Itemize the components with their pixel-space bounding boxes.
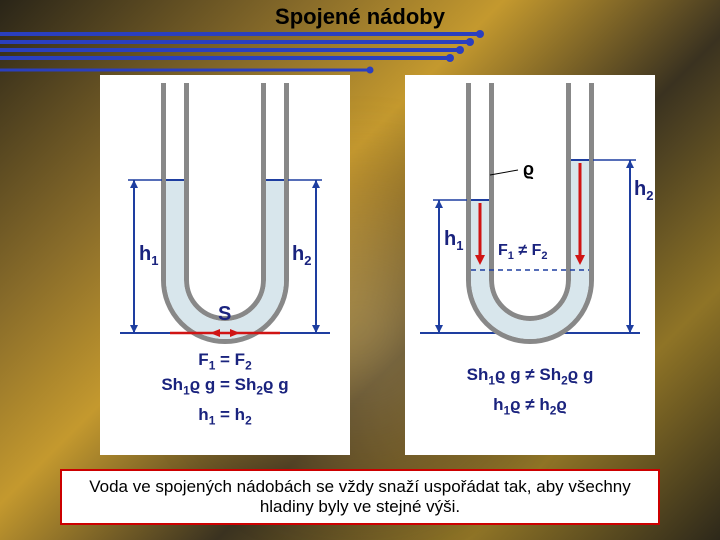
left-diagram-panel: h1 h2 S F1 = F2 Sh1ϱ g = Sh2ϱ g h1 = h2 [100, 75, 350, 455]
right-diagram-panel: ϱ h1 h2 F1 ≠ F2 Sh1ϱ g ≠ Sh2ϱ g h1ϱ ≠ h2… [405, 75, 655, 455]
page-title: Spojené nádoby [0, 4, 720, 30]
utube-outer [175, 83, 275, 330]
right-eq1: Sh1ϱ g ≠ Sh2ϱ g [405, 365, 655, 387]
h1-label-r: h1 [444, 228, 463, 253]
h1-arrow-bot [130, 325, 138, 333]
f-neq-label: F1 ≠ F2 [498, 242, 547, 262]
h2-arrow-top [312, 180, 320, 188]
h1-arrow-top [130, 180, 138, 188]
decorative-header-lines [0, 30, 720, 80]
rho-label: ϱ [523, 159, 534, 179]
caption-box: Voda ve spojených nádobách se vždy snaží… [60, 469, 660, 525]
h2-label: h2 [292, 243, 311, 268]
utube-outer-r [480, 83, 580, 330]
left-eq3: h1 = h2 [100, 405, 350, 427]
caption-text: Voda ve spojených nádobách se vždy snaží… [89, 477, 631, 516]
left-eq2: Sh1ϱ g = Sh2ϱ g [100, 375, 350, 397]
h1-ab-r [435, 325, 443, 333]
left-utube-diagram: h1 h2 S [100, 75, 350, 455]
h2-label-r: h2 [634, 178, 653, 203]
h2-at-r [626, 160, 634, 168]
right-eq2: h1ϱ ≠ h2ϱ [405, 395, 655, 417]
h2-ab-r [626, 325, 634, 333]
left-eq1: F1 = F2 [100, 350, 350, 372]
h1-label: h1 [139, 243, 158, 268]
rho-pointer [490, 170, 518, 175]
h2-arrow-bot [312, 325, 320, 333]
s-label: S [218, 303, 231, 325]
h1-at-r [435, 200, 443, 208]
